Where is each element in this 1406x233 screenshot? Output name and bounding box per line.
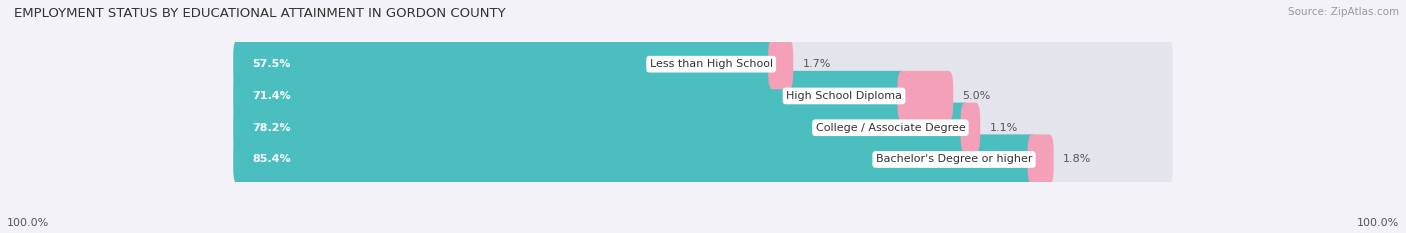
Text: High School Diploma: High School Diploma — [786, 91, 903, 101]
FancyBboxPatch shape — [233, 134, 1173, 185]
Text: 1.1%: 1.1% — [990, 123, 1018, 133]
Text: 57.5%: 57.5% — [252, 59, 290, 69]
FancyBboxPatch shape — [960, 103, 980, 153]
FancyBboxPatch shape — [233, 134, 1036, 185]
Text: 1.7%: 1.7% — [803, 59, 831, 69]
Text: EMPLOYMENT STATUS BY EDUCATIONAL ATTAINMENT IN GORDON COUNTY: EMPLOYMENT STATUS BY EDUCATIONAL ATTAINM… — [14, 7, 506, 20]
Text: Bachelor's Degree or higher: Bachelor's Degree or higher — [876, 154, 1032, 164]
FancyBboxPatch shape — [768, 39, 793, 89]
Text: Less than High School: Less than High School — [650, 59, 773, 69]
Text: 71.4%: 71.4% — [252, 91, 291, 101]
Text: 78.2%: 78.2% — [252, 123, 291, 133]
FancyBboxPatch shape — [233, 71, 907, 121]
Text: 100.0%: 100.0% — [7, 218, 49, 228]
FancyBboxPatch shape — [897, 71, 953, 121]
Text: 100.0%: 100.0% — [1357, 218, 1399, 228]
FancyBboxPatch shape — [233, 39, 778, 89]
Text: Source: ZipAtlas.com: Source: ZipAtlas.com — [1288, 7, 1399, 17]
Text: 1.8%: 1.8% — [1063, 154, 1091, 164]
FancyBboxPatch shape — [233, 71, 1173, 121]
Text: College / Associate Degree: College / Associate Degree — [815, 123, 966, 133]
FancyBboxPatch shape — [1028, 134, 1053, 185]
FancyBboxPatch shape — [233, 39, 1173, 89]
Text: 85.4%: 85.4% — [252, 154, 291, 164]
FancyBboxPatch shape — [233, 103, 970, 153]
Text: 5.0%: 5.0% — [963, 91, 991, 101]
FancyBboxPatch shape — [233, 103, 1173, 153]
